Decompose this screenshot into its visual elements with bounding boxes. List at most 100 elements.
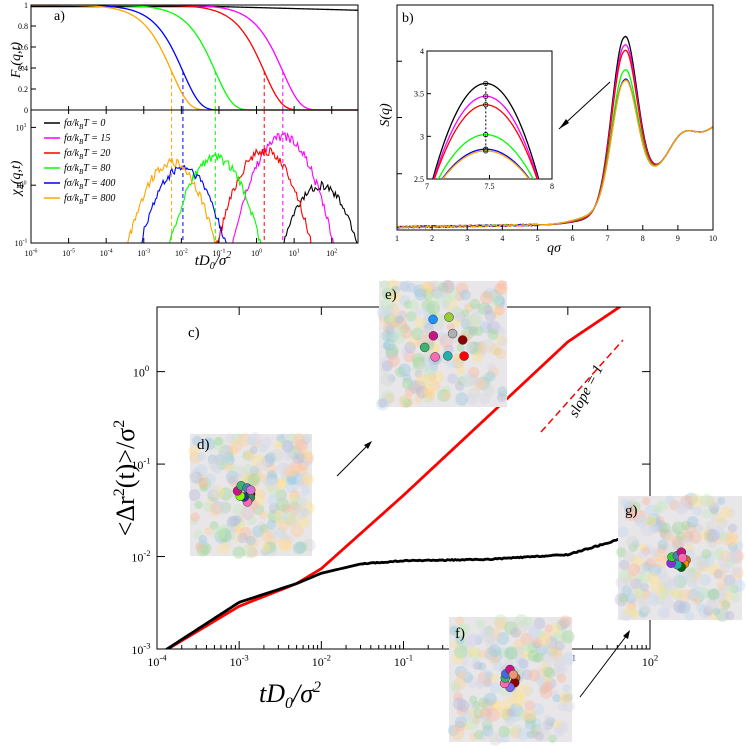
fs-y-tick-2: 0.4 [18,64,28,73]
x-tick-a-4: 10-2 [175,248,188,258]
panel-b: 1 2 3 4 5 6 7 8 9 10 b) 7 7.5 8 2.5 3 3.5 4 S(q) qσ [378,4,717,256]
x-axis-label-a: tD0/σ2 [195,250,232,272]
sq-x-tick-0: 1 [395,234,399,243]
snapshot-g [614,492,746,622]
chi4-series-1 [232,131,334,243]
fs-y-tick-4: 0.8 [18,22,28,31]
msd-x-tick-1: 10-3 [230,653,249,669]
inset-peak-marker-2 [483,102,489,108]
fs-series-1 [31,5,358,111]
sq-x-tick-2: 3 [465,234,469,243]
chi4-y-tick-1: 100 [16,181,27,191]
fs-y-tick-1: 0.2 [18,85,28,94]
snapshot-particle-1-7 [444,312,454,322]
msd-x-tick-0: 10-4 [147,653,167,669]
x-tick-a-8: 102 [326,248,337,258]
sq-x-tick-8: 9 [676,234,680,243]
sq-series-5 [397,79,713,229]
msd-y-tick-3: 100 [133,363,149,379]
x-tick-a-6: 100 [251,248,262,258]
msd-y-tick-0: 10-3 [131,641,150,657]
inset-peak-marker-1 [483,93,489,99]
x-tick-a-1: 10-5 [62,248,75,258]
chi4-axis-label: χ4(q,t) [9,160,27,197]
x-tick-a-2: 10-4 [100,248,113,258]
snapshot-particle-1-8 [447,328,458,339]
panel-a: 10-6 10-5 10-4 10-3 10-2 10-1 100 101 102 0 0.2 0.4… [9,1,359,272]
chi4-y-tick-0: 10-1 [15,238,28,248]
panel-label-e: e) [385,287,397,303]
sq-x-tick-9: 10 [709,234,717,243]
inset-peak-marker-4 [483,146,489,152]
legend: fσ/kBT = 0 fσ/kBT = 15 fσ/kBT = 20 fσ/kBT =… [44,118,115,206]
snapshot-bg-1 [379,281,507,407]
legend-entry-2: fσ/kBT = 20 [64,148,110,161]
sq-axis-label: S(q) [378,103,393,127]
legend-entry-3: fσ/kBT = 80 [64,163,110,176]
inset-x-tick-0: 7 [425,182,429,191]
legend-entry-4: fσ/kBT = 400 [64,178,115,191]
fs-y-tick-3: 0.6 [18,43,28,52]
sq-x-tick-3: 4 [500,234,504,243]
x-tick-a-5: 10-1 [213,248,226,258]
x-axis-label-c: tD0/σ2 [259,679,321,712]
snapshot-particle-0-8 [245,485,256,495]
chi4-y-tick-2: 101 [16,123,27,133]
sq-x-tick-4: 5 [535,234,539,243]
snapshot-d [188,432,316,559]
sq-x-tick-5: 6 [571,234,575,243]
panel-label-b: b) [402,11,414,26]
msd-series-passive [164,535,626,649]
x-tick-a-0: 10-6 [25,248,38,258]
msd-y-tick-2: 10-1 [131,456,150,472]
x-tick-a-3: 10-3 [137,248,150,258]
panel-label-f: f) [455,626,465,642]
inset-series-2 [433,104,538,179]
legend-entry-0: fσ/kBT = 0 [64,118,105,131]
inset-y-tick-1: 3 [420,132,424,141]
inset-peak-marker-0 [483,80,489,87]
sq-x-tick-1: 2 [430,234,434,243]
snapshot-particle-1-0 [457,335,468,345]
chi4-series-5 [127,156,217,243]
panel-label-d: d) [197,437,210,453]
snapshot-particle-3-8 [677,553,688,563]
inset-series-0 [432,82,540,179]
snapshot-particle-1-5 [428,331,439,341]
q-axis-label: qσ [547,241,562,256]
chi4-series-2 [216,146,312,243]
fs-y-tick-0: 0 [24,106,28,115]
msd-series-active [165,307,623,649]
snapshot-particle-1-6 [428,314,438,325]
inset-x-tick-1: 7.5 [485,182,495,191]
msd-axis-label: <Δr2(t)>/σ2 [111,420,140,537]
fs-y-tick-5: 1 [24,1,28,10]
inset-y-tick-0: 2.5 [414,175,424,184]
snapshot-e [376,279,509,411]
inset-x-tick-2: 8 [550,182,554,191]
msd-y-tick-1: 10-2 [131,548,150,564]
inset-y-tick-2: 3.5 [414,90,424,99]
snapshot-particle-1-1 [459,351,469,361]
inset-series-5 [441,150,530,179]
panel-label-a: a) [54,9,65,24]
chi4-series-3 [169,152,262,243]
snapshot-f [447,613,575,746]
inset-series-1 [432,95,539,179]
inset-peak-marker-3 [483,132,489,138]
msd-x-tick-6: 102 [642,653,658,669]
inset-series-3 [437,133,534,179]
inset-y-tick-3: 4 [420,47,424,56]
msd-x-tick-2: 10-2 [312,653,331,669]
sq-x-tick-7: 8 [641,234,645,243]
legend-entry-5: fσ/kBT = 800 [64,193,115,206]
sq-x-tick-6: 7 [606,234,610,243]
snapshot-particle-1-4 [419,342,430,353]
msd-x-tick-3: 10-1 [394,653,413,669]
legend-entry-1: fσ/kBT = 15 [64,133,110,146]
fs-axis-label: Fs(q,t) [9,42,27,80]
panel-label-c: c) [188,325,200,341]
snapshot-particle-2-7 [508,669,519,680]
chi4-series-4 [139,164,227,243]
